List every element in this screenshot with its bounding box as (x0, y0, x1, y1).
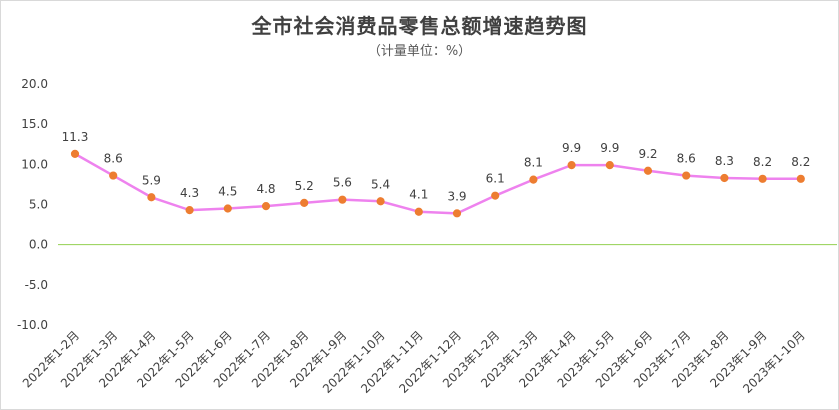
data-point (491, 191, 500, 200)
data-point (720, 173, 729, 183)
data-point (567, 161, 576, 170)
y-tick-label: -10.0 (17, 318, 48, 332)
y-tick-label: -5.0 (25, 278, 48, 292)
data-label: 8.1 (524, 156, 543, 170)
data-label: 8.3 (715, 154, 734, 168)
data-label: 9.9 (562, 141, 581, 155)
data-point (261, 202, 271, 211)
data-label: 4.5 (218, 185, 237, 199)
data-label: 5.6 (333, 176, 352, 190)
data-label: 5.2 (295, 179, 314, 193)
data-points (70, 149, 805, 218)
data-labels: 11.3 8.6 5.9 4.3 4.5 4.8 5.2 5.6 5.4 4.1 3.9 6.1 8.1… (62, 130, 811, 203)
data-point (758, 174, 767, 183)
data-point (70, 149, 80, 158)
data-point (185, 206, 194, 215)
data-label: 11.3 (62, 130, 89, 144)
data-point (147, 193, 156, 202)
data-point (109, 171, 118, 180)
data-label: 4.8 (256, 182, 275, 196)
y-tick-label: 5.0 (29, 198, 48, 212)
data-point (223, 204, 232, 213)
data-label: 8.2 (753, 155, 772, 169)
data-point (605, 161, 614, 170)
y-tick-label: 15.0 (21, 117, 48, 131)
y-axis: 20.0 15.0 10.0 5.0 0.0 -5.0 -10.0 (17, 77, 48, 332)
data-point (300, 198, 309, 207)
data-point (529, 175, 538, 184)
y-tick-label: 10.0 (21, 157, 48, 171)
data-point (338, 195, 347, 204)
x-axis: 2022年1-2月2022年1-3月2022年1-4月2022年1-5月2022… (20, 328, 808, 396)
y-tick-label: 20.0 (21, 77, 48, 91)
series-line (74, 152, 801, 215)
data-point (796, 174, 805, 183)
data-point (376, 197, 385, 206)
data-label: 8.6 (104, 152, 123, 166)
chart-subtitle: （计量单位：%） (367, 44, 472, 59)
data-point (682, 171, 691, 180)
data-label: 4.3 (180, 186, 199, 200)
data-label: 6.1 (486, 172, 505, 186)
data-label: 4.1 (409, 188, 428, 202)
data-label: 3.9 (447, 189, 466, 203)
data-point (452, 209, 462, 218)
data-label: 8.6 (677, 152, 696, 166)
data-label: 8.2 (791, 155, 810, 169)
data-point (643, 166, 653, 175)
y-tick-label: 0.0 (29, 238, 48, 252)
chart-title: 全市社会消费品零售总额增速趋势图 (251, 14, 588, 38)
data-label: 5.9 (142, 173, 161, 187)
data-label: 9.9 (600, 141, 619, 155)
data-label: 5.4 (371, 177, 390, 191)
data-point (414, 207, 423, 216)
data-label: 9.2 (638, 147, 657, 161)
